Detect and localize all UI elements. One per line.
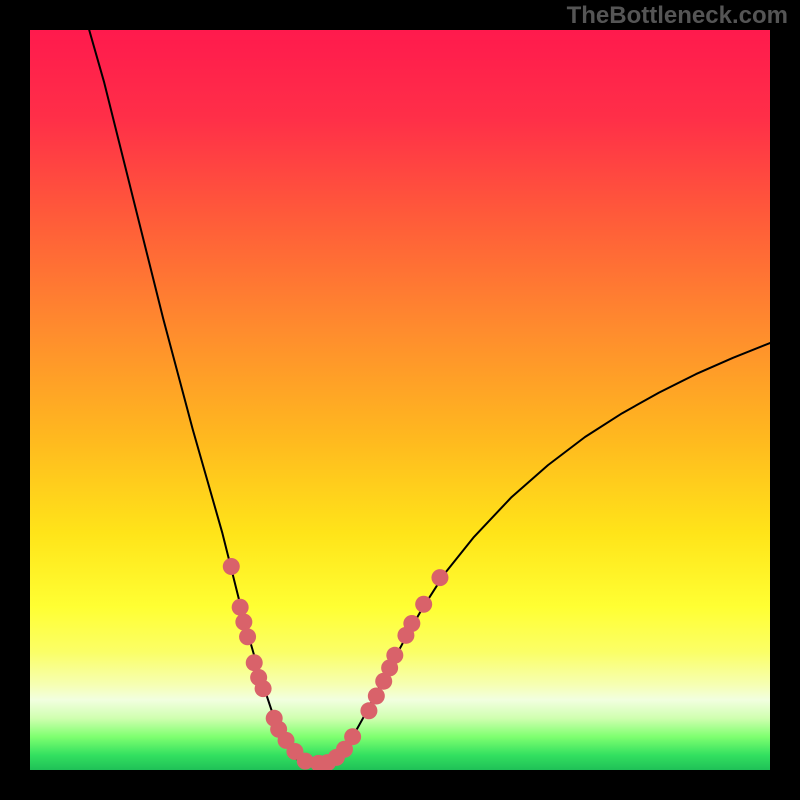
bottleneck-curve	[89, 30, 770, 764]
data-point	[246, 654, 263, 671]
data-point	[403, 615, 420, 632]
data-point	[255, 680, 272, 697]
plot-area	[30, 30, 770, 770]
data-point	[344, 728, 361, 745]
data-point	[223, 558, 240, 575]
data-point	[232, 599, 249, 616]
watermark-text: TheBottleneck.com	[567, 2, 788, 30]
data-point	[360, 702, 377, 719]
data-point	[235, 614, 252, 631]
chart-container: TheBottleneck.com	[0, 0, 800, 800]
data-point	[415, 596, 432, 613]
data-point	[386, 647, 403, 664]
data-point	[239, 628, 256, 645]
data-point	[431, 569, 448, 586]
data-point	[368, 688, 385, 705]
chart-svg	[30, 30, 770, 770]
